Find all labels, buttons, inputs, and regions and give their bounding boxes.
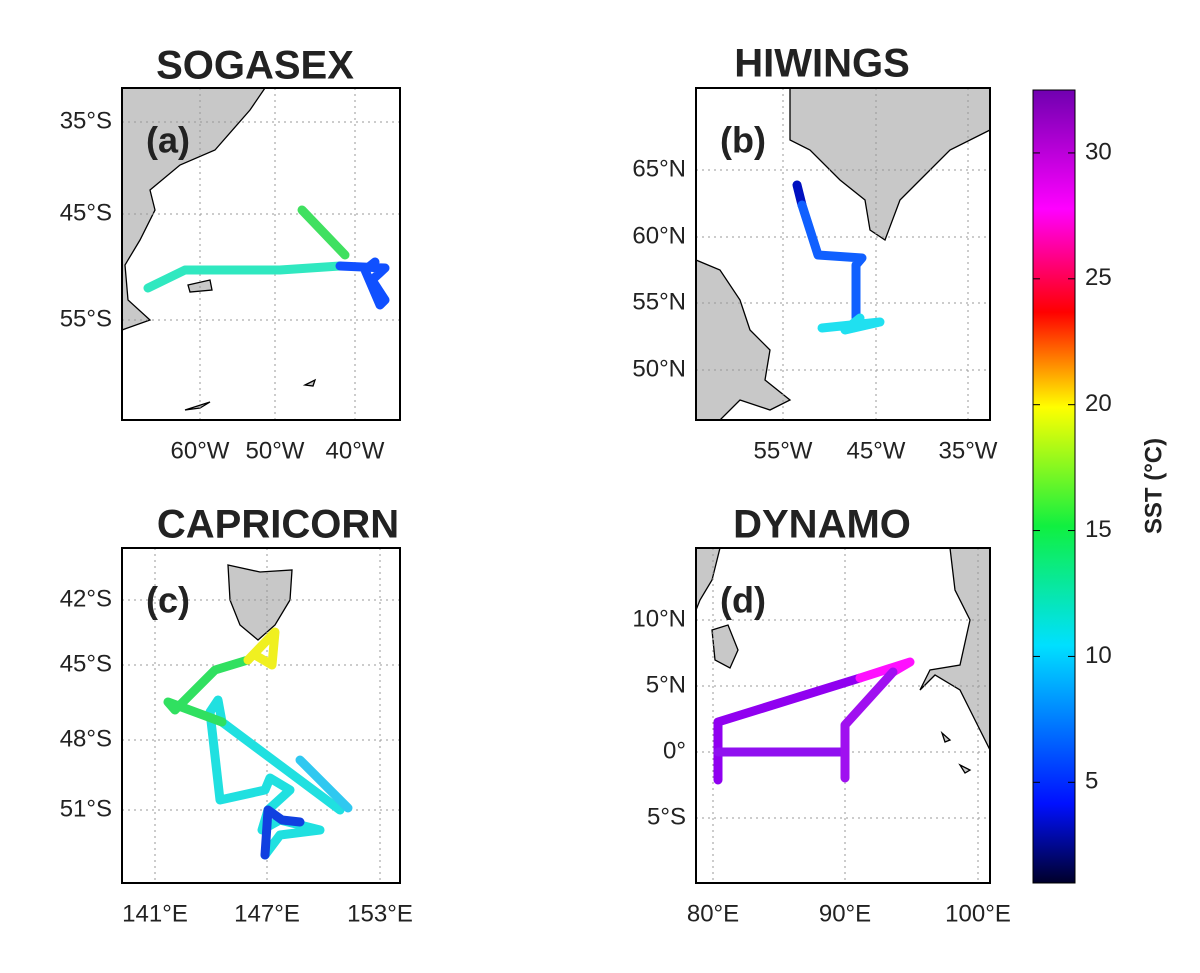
y-tick-label: 5°N <box>646 671 686 698</box>
y-tick-label: 48°S <box>60 725 112 752</box>
x-tick-label: 80°E <box>687 900 739 927</box>
colorbar-tick-label: 15 <box>1085 516 1112 543</box>
x-tick-label: 90°E <box>819 900 871 927</box>
y-tick-label: 60°N <box>632 222 686 249</box>
map-frame <box>121 547 401 884</box>
panel-title: DYNAMO <box>733 503 911 547</box>
panel-label: (c) <box>146 580 190 621</box>
y-tick-label: 45°S <box>60 199 112 226</box>
x-tick-label: 35°W <box>939 437 998 464</box>
y-tick-label: 51°S <box>60 795 112 822</box>
y-tick-label: 55°S <box>60 305 112 332</box>
x-tick-label: 153°E <box>347 900 413 927</box>
panel-title: SOGASEX <box>156 44 354 88</box>
y-tick-label: 0° <box>663 737 686 764</box>
panel-label: (a) <box>146 120 190 161</box>
y-tick-label: 5°S <box>647 803 686 830</box>
x-tick-label: 141°E <box>122 900 188 927</box>
panel-label: (d) <box>720 580 766 621</box>
x-tick-label: 50°W <box>246 437 305 464</box>
land <box>122 88 990 774</box>
colorbar-tick-label: 30 <box>1085 138 1112 165</box>
panel-title: CAPRICORN <box>157 503 399 547</box>
y-tick-label: 42°S <box>60 585 112 612</box>
y-tick-label: 50°N <box>632 355 686 382</box>
panel-label: (b) <box>720 120 766 161</box>
x-tick-label: 55°W <box>754 437 813 464</box>
y-tick-label: 45°S <box>60 650 112 677</box>
colorbar-tick-label: 5 <box>1085 768 1098 795</box>
y-tick-label: 65°N <box>632 155 686 182</box>
x-tick-label: 100°E <box>945 900 1011 927</box>
colorbar-tick-label: 25 <box>1085 264 1112 291</box>
y-tick-label: 55°N <box>632 288 686 315</box>
map-frame <box>695 547 991 884</box>
colorbar <box>1032 89 1076 884</box>
x-tick-label: 40°W <box>326 437 385 464</box>
ship-track <box>143 180 915 860</box>
colorbar-tick-label: 20 <box>1085 390 1112 417</box>
y-tick-label: 35°S <box>60 107 112 134</box>
map-frame <box>121 87 401 421</box>
x-tick-label: 45°W <box>847 437 906 464</box>
panel-title: HIWINGS <box>734 42 910 86</box>
map-frame <box>695 87 991 421</box>
x-tick-label: 60°W <box>171 437 230 464</box>
x-tick-label: 147°E <box>234 900 300 927</box>
colorbar-tick-label: 10 <box>1085 642 1112 669</box>
colorbar-label: SST (°C) <box>1140 438 1167 534</box>
y-tick-label: 10°N <box>632 605 686 632</box>
